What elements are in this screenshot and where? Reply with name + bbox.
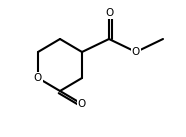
Text: O: O xyxy=(132,47,140,57)
Text: O: O xyxy=(34,73,42,83)
Text: O: O xyxy=(105,8,113,18)
Text: O: O xyxy=(78,99,86,109)
